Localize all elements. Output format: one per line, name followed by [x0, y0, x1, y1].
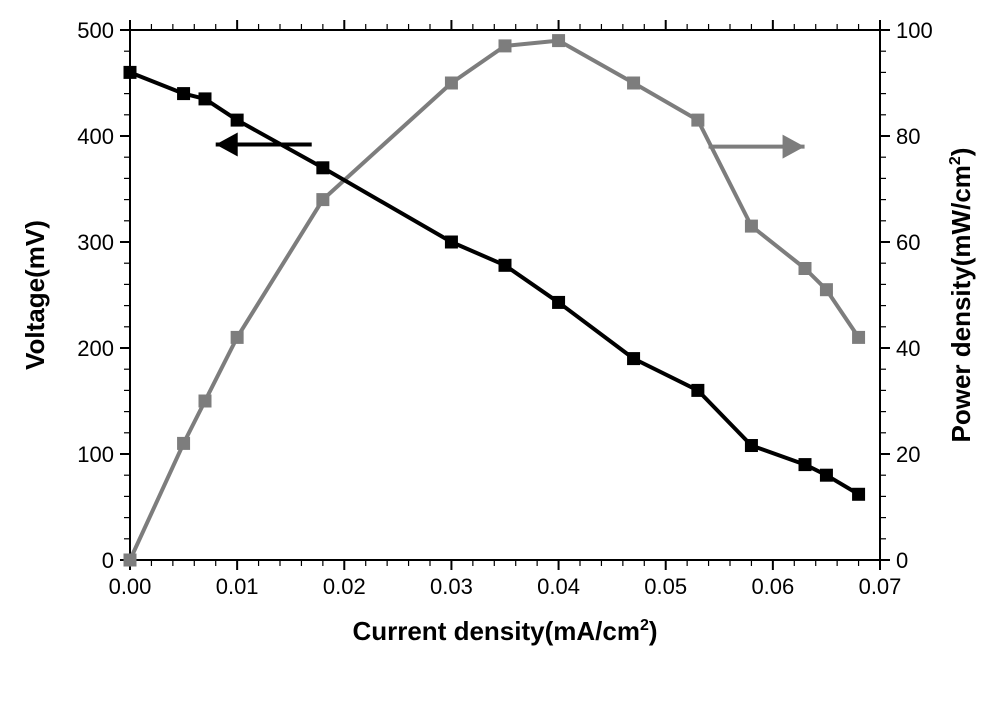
- power-series-marker: [124, 554, 136, 566]
- yl-tick-label: 0: [102, 548, 114, 573]
- x-tick-label: 0.07: [859, 574, 902, 599]
- voltage-series-marker: [853, 488, 865, 500]
- power-series-marker: [692, 114, 704, 126]
- chart-svg: 0.000.010.020.030.040.050.060.0701002003…: [0, 0, 1000, 702]
- power-series-marker: [628, 77, 640, 89]
- voltage-series-marker: [124, 66, 136, 78]
- voltage-series-marker: [553, 296, 565, 308]
- voltage-series-marker: [820, 469, 832, 481]
- yl-tick-label: 200: [77, 336, 114, 361]
- yr-tick-label: 60: [896, 230, 920, 255]
- voltage-series-marker: [231, 114, 243, 126]
- power-series-marker: [445, 77, 457, 89]
- x-tick-label: 0.05: [644, 574, 687, 599]
- x-tick-label: 0.06: [751, 574, 794, 599]
- voltage-series-marker: [628, 353, 640, 365]
- right-arrow-head: [783, 135, 805, 159]
- power-series-marker: [820, 284, 832, 296]
- power-series-marker: [853, 331, 865, 343]
- voltage-series-marker: [745, 440, 757, 452]
- power-series-marker: [231, 331, 243, 343]
- power-series-marker: [745, 220, 757, 232]
- voltage-series-line: [130, 72, 859, 494]
- voltage-series-marker: [199, 93, 211, 105]
- x-axis-label: Current density(mA/cm2): [352, 616, 657, 646]
- voltage-series-marker: [799, 459, 811, 471]
- x-tick-label: 0.00: [109, 574, 152, 599]
- plot-frame: [130, 30, 880, 560]
- y-right-axis-label: Power density(mW/cm2): [946, 148, 976, 443]
- yr-tick-label: 20: [896, 442, 920, 467]
- yl-tick-label: 400: [77, 124, 114, 149]
- y-left-axis-label: Voltage(mV): [20, 220, 50, 370]
- yr-tick-label: 80: [896, 124, 920, 149]
- yr-tick-label: 40: [896, 336, 920, 361]
- power-series-marker: [317, 194, 329, 206]
- yl-tick-label: 100: [77, 442, 114, 467]
- yr-tick-label: 100: [896, 18, 933, 43]
- x-tick-label: 0.03: [430, 574, 473, 599]
- voltage-series-marker: [499, 259, 511, 271]
- voltage-series-marker: [178, 88, 190, 100]
- voltage-series-marker: [445, 236, 457, 248]
- yl-tick-label: 300: [77, 230, 114, 255]
- voltage-series-marker: [692, 384, 704, 396]
- power-series-marker: [799, 263, 811, 275]
- power-series-marker: [199, 395, 211, 407]
- x-tick-label: 0.04: [537, 574, 580, 599]
- x-tick-label: 0.02: [323, 574, 366, 599]
- x-tick-label: 0.01: [216, 574, 259, 599]
- chart-container: 0.000.010.020.030.040.050.060.0701002003…: [0, 0, 1000, 702]
- yl-tick-label: 500: [77, 18, 114, 43]
- power-series-marker: [553, 35, 565, 47]
- power-series-marker: [178, 437, 190, 449]
- yr-tick-label: 0: [896, 548, 908, 573]
- power-series-marker: [499, 40, 511, 52]
- left-arrow-head: [216, 132, 238, 156]
- voltage-series-marker: [317, 162, 329, 174]
